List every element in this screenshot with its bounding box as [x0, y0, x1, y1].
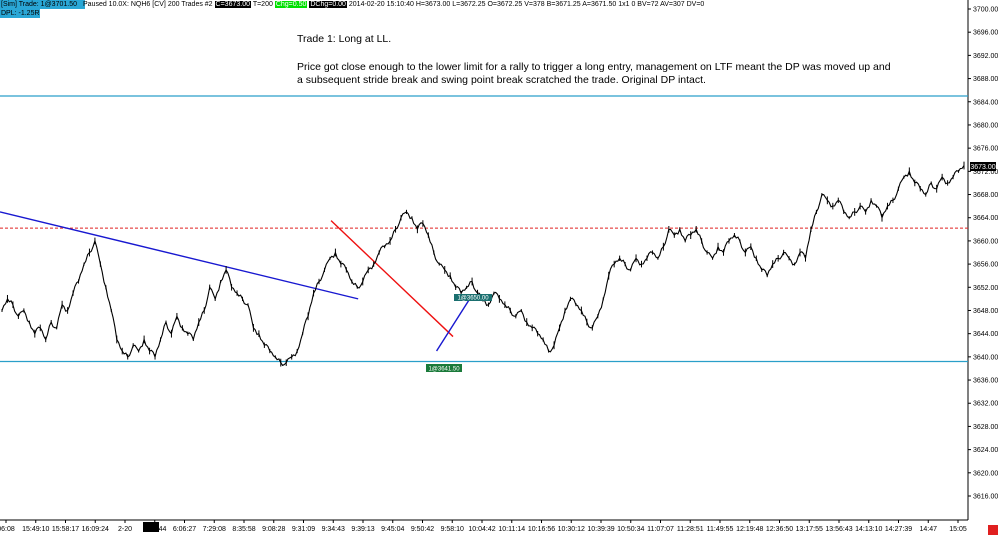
x-tick-label: 10:16:56: [528, 526, 555, 533]
y-tick-label: 3684.00: [973, 99, 998, 106]
scroll-indicator[interactable]: [988, 525, 998, 535]
x-tick-label: 9:08:28: [262, 526, 285, 533]
y-tick-label: 3620.00: [973, 470, 998, 477]
y-axis-ticks: 3616.00 3620.00 3624.00 3628.00 3632.00 3636.…: [968, 7, 998, 501]
y-tick-label: 3640.00: [973, 354, 998, 361]
x-tick-label: 16:09:24: [82, 526, 109, 533]
x-tick-label: 7:29:08: [203, 526, 226, 533]
y-tick-label: 3656.00: [973, 262, 998, 269]
entry-marker-label: 1@3641.50: [428, 367, 460, 373]
x-tick-label: 9:34:43: [322, 526, 345, 533]
x-tick-label: 2-20: [118, 526, 132, 533]
x-tick-label: 06:08: [0, 526, 15, 533]
x-tick-label: 6:06:27: [173, 526, 196, 533]
y-tick-label: 3624.00: [973, 447, 998, 454]
status-bar: Paused 10.0X: NQH6 [CV] 200 Trades #2 C=…: [83, 0, 704, 9]
scroll-button[interactable]: [988, 525, 998, 535]
y-tick-label: 3636.00: [973, 378, 998, 385]
x-tick-label: 11:07:07: [647, 526, 674, 533]
x-tick-label: 15:58:17: [52, 526, 79, 533]
x-tick-label: 9:50:42: [411, 526, 434, 533]
stats-text: 2014-02-20 15:10:40 H=3673.00 L=3672.25 …: [348, 1, 705, 8]
date-marker-bg: [143, 522, 159, 532]
trades-count: T=200: [252, 1, 273, 8]
exit-marker-label: 1@3650.00: [457, 296, 489, 302]
dpl-label: DPL: -1.25R: [0, 9, 40, 18]
y-tick-label: 3680.00: [973, 122, 998, 129]
y-tick-label: 3696.00: [973, 30, 998, 37]
change-badge: Chg=0.50: [274, 1, 308, 8]
dchange-badge: DChg=0.00: [309, 1, 347, 8]
x-tick-label: 15:05: [949, 526, 967, 533]
x-tick-label: 11:49:55: [707, 526, 734, 533]
y-tick-label: 3688.00: [973, 76, 998, 83]
x-tick-label: 12:36:50: [766, 526, 793, 533]
x-tick-label: 14:27:39: [885, 526, 912, 533]
x-tick-label: 14:47: [919, 526, 937, 533]
x-tick-label: 10:30:12: [558, 526, 585, 533]
entry-marker-bg: [426, 364, 462, 372]
date-marker: [143, 522, 159, 532]
y-tick-label: 3676.00: [973, 146, 998, 153]
y-tick-label: 3648.00: [973, 308, 998, 315]
y-tick-label: 3672.00: [973, 169, 998, 176]
last-price-label: 3673.00: [970, 164, 995, 171]
close-badge: C=3673.00: [214, 1, 251, 8]
annotation-line-1: Price got close enough to the lower limi…: [297, 61, 891, 73]
y-tick-label: 3692.00: [973, 53, 998, 60]
y-tick-label: 3660.00: [973, 238, 998, 245]
x-tick-label: 8:35:58: [232, 526, 255, 533]
sim-trade-label: [Sim] Trade: 1@3701.50: [0, 0, 85, 9]
x-tick-label: 10:39:39: [587, 526, 614, 533]
y-tick-label: 3668.00: [973, 192, 998, 199]
x-tick-label: 11:28:51: [677, 526, 704, 533]
x-tick-label: 10:04:42: [468, 526, 495, 533]
blue-downtrend-line: [0, 211, 359, 300]
annotation-line-2: a subsequent stride break and swing poin…: [297, 74, 706, 86]
x-tick-label: 15:49:10: [22, 526, 49, 533]
red-downtrend-line: [330, 220, 454, 338]
x-tick-label: 9:31:09: [292, 526, 315, 533]
exit-marker-bg: [454, 294, 492, 301]
annotation-title: Trade 1: Long at LL.: [297, 33, 392, 45]
trend-lines: [0, 211, 472, 352]
x-tick-label: 12:19:48: [736, 526, 763, 533]
y-tick-label: 3644.00: [973, 331, 998, 338]
status-text: Paused 10.0X: NQH6 [CV] 200 Trades #2: [83, 1, 213, 8]
x-tick-label: 10:11:14: [498, 526, 525, 533]
reference-lines: [0, 95, 968, 363]
last-price-bg: [970, 162, 996, 171]
y-tick-label: 3632.00: [973, 401, 998, 408]
x-tick-label: 9:45:04: [381, 526, 404, 533]
x-tick-label: 13:56:43: [825, 526, 852, 533]
y-tick-label: 3700.00: [973, 7, 998, 14]
x-tick-label: 13:17:55: [796, 526, 823, 533]
y-tick-label: 3664.00: [973, 215, 998, 222]
y-tick-label: 3616.00: [973, 494, 998, 501]
trade-markers: 1@3650.00 1@3641.50: [426, 294, 492, 373]
y-tick-label: 3628.00: [973, 424, 998, 431]
last-price-box: 3673.00: [970, 162, 996, 171]
blue-entry-uptrend-line: [435, 297, 472, 352]
x-tick-label: 9:39:13: [351, 526, 374, 533]
x-tick-label: 10:50:34: [617, 526, 644, 533]
x-tick-label: 14:13:10: [855, 526, 882, 533]
x-tick-label: 9:58:10: [441, 526, 464, 533]
y-tick-label: 3652.00: [973, 285, 998, 292]
